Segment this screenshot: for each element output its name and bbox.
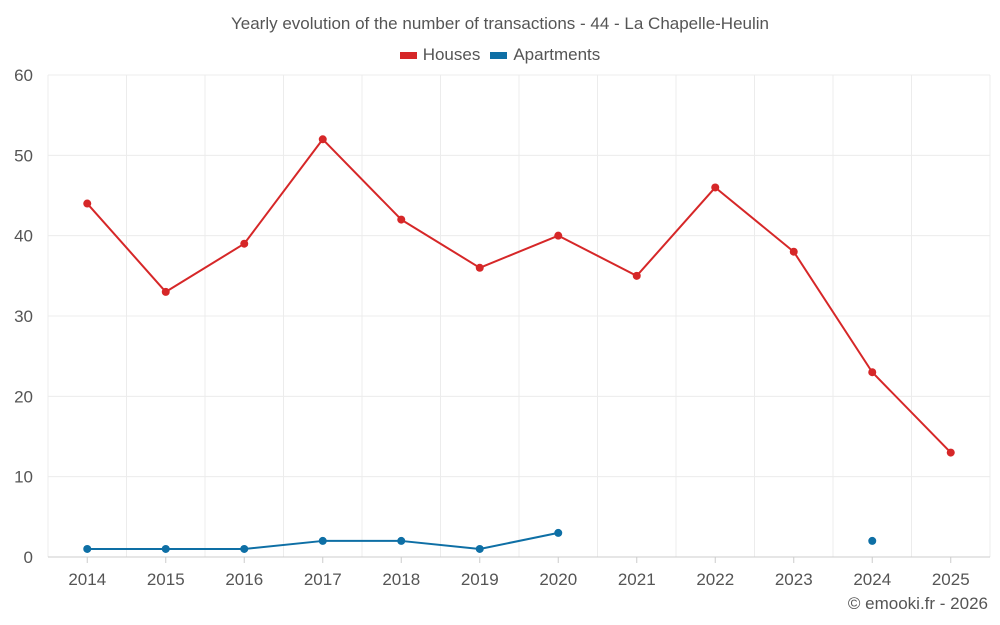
legend-swatch-apartments <box>490 51 508 59</box>
y-tick-label: 20 <box>14 387 33 406</box>
y-tick-label: 10 <box>14 468 33 487</box>
data-point-houses <box>789 247 798 256</box>
x-tick-label: 2023 <box>775 570 813 589</box>
data-point-houses <box>946 448 955 457</box>
y-tick-label: 0 <box>24 548 33 567</box>
data-point-houses <box>240 239 249 248</box>
legend-label-houses: Houses <box>422 45 481 64</box>
data-point-apartments <box>240 544 249 553</box>
data-point-houses <box>397 215 406 224</box>
x-tick-label: 2022 <box>696 570 734 589</box>
legend: Houses Apartments <box>0 45 1000 65</box>
data-point-houses <box>318 135 327 144</box>
data-point-houses <box>632 271 641 280</box>
legend-swatch-houses <box>399 51 417 59</box>
data-point-houses <box>161 287 170 296</box>
series-line-houses <box>86 138 952 454</box>
x-tick-label: 2018 <box>382 570 420 589</box>
x-tick-label: 2016 <box>225 570 263 589</box>
y-tick-label: 50 <box>14 146 33 165</box>
data-point-houses <box>83 199 92 208</box>
data-point-houses <box>554 231 563 240</box>
data-point-houses <box>711 183 720 192</box>
data-point-apartments <box>475 544 484 553</box>
legend-item-houses[interactable]: Houses <box>399 45 481 65</box>
legend-label-apartments: Apartments <box>513 45 601 64</box>
legend-item-apartments[interactable]: Apartments <box>490 45 600 65</box>
x-tick-label: 2019 <box>461 570 499 589</box>
x-tick-label: 2015 <box>147 570 185 589</box>
data-point-apartments <box>554 528 563 537</box>
data-point-houses <box>475 263 484 272</box>
y-tick-label: 60 <box>14 66 33 85</box>
data-point-houses <box>868 368 877 377</box>
x-tick-label: 2021 <box>618 570 656 589</box>
data-point-apartments <box>868 536 877 545</box>
x-tick-label: 2014 <box>68 570 106 589</box>
x-tick-label: 2024 <box>853 570 891 589</box>
x-tick-label: 2017 <box>304 570 342 589</box>
y-tick-label: 40 <box>14 227 33 246</box>
y-tick-label: 30 <box>14 307 33 326</box>
chart-title: Yearly evolution of the number of transa… <box>230 14 769 33</box>
x-tick-label: 2020 <box>539 570 577 589</box>
credit-text: © emooki.fr - 2026 <box>847 594 988 613</box>
data-point-apartments <box>83 544 92 553</box>
data-point-apartments <box>397 536 406 545</box>
data-point-apartments <box>161 544 170 553</box>
data-point-apartments <box>318 536 327 545</box>
x-tick-label: 2025 <box>932 570 970 589</box>
